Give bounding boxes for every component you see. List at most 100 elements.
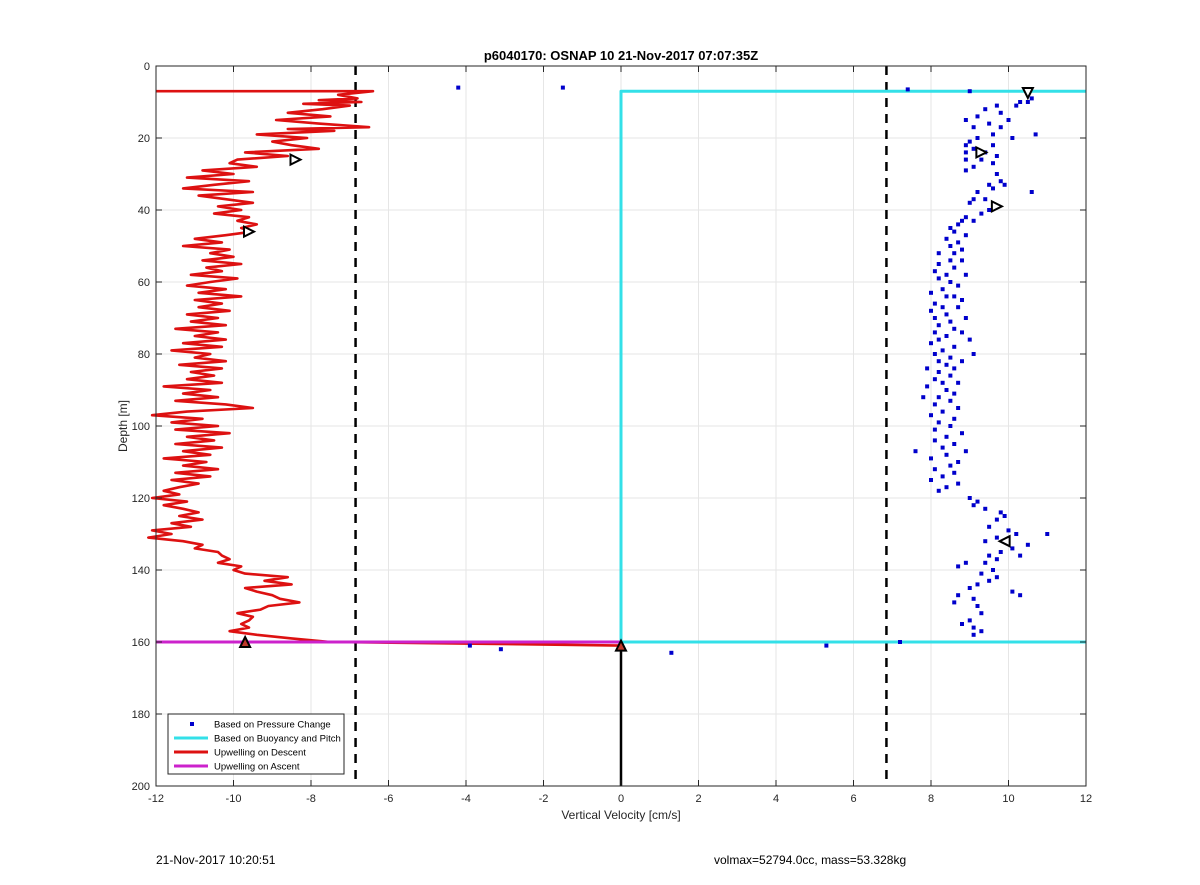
data-point [979, 157, 984, 162]
y-axis-label: Depth [m] [116, 400, 130, 452]
data-point [1033, 132, 1038, 137]
data-point [952, 251, 957, 256]
data-point [971, 596, 976, 601]
data-point [929, 290, 933, 295]
data-point [987, 553, 992, 558]
footer-timestamp: 21-Nov-2017 10:20:51 [156, 853, 276, 867]
data-point [963, 215, 968, 220]
data-point [948, 280, 953, 284]
data-point [669, 650, 674, 655]
data-point [936, 337, 941, 342]
data-point [952, 229, 957, 234]
footer-volmax-mass: volmax=52794.0cc, mass=53.328kg [714, 853, 907, 867]
data-point [991, 186, 995, 191]
data-point [960, 298, 964, 302]
x-tick-label: 2 [695, 793, 701, 805]
data-point [932, 377, 937, 382]
data-point [948, 398, 953, 403]
data-point [929, 308, 933, 313]
data-point [971, 503, 976, 508]
data-point [967, 139, 972, 144]
legend: Based on Pressure Change Based on Buoyanc… [167, 713, 345, 775]
y-tick-label: 80 [138, 349, 150, 361]
data-point [944, 236, 949, 241]
x-tick-label: -6 [384, 793, 394, 805]
data-point [936, 488, 941, 493]
y-tick-label: 20 [138, 133, 150, 145]
data-point [932, 330, 937, 335]
data-point [994, 517, 999, 522]
data-point [967, 200, 972, 205]
data-point [932, 438, 937, 443]
y-tick-label: 160 [132, 637, 150, 649]
data-point [963, 560, 968, 565]
data-point [952, 294, 957, 299]
data-point [1018, 100, 1023, 104]
data-point [1014, 103, 1019, 108]
data-point [936, 262, 941, 266]
x-tick-label: 0 [618, 793, 624, 805]
data-point [824, 643, 829, 648]
data-point [948, 355, 953, 360]
data-point [963, 316, 968, 320]
data-point [998, 550, 1003, 554]
data-point [1006, 118, 1011, 122]
data-point [998, 179, 1003, 184]
x-tick-label: 12 [1080, 793, 1092, 805]
data-point [963, 157, 968, 162]
data-point [956, 481, 961, 486]
data-point [979, 611, 984, 616]
series-line [147, 89, 622, 647]
y-tick-label: 0 [144, 61, 150, 73]
data-point [936, 276, 941, 281]
data-point [956, 406, 961, 410]
x-tick-label: -4 [461, 793, 471, 805]
data-point [967, 586, 972, 590]
data-point [948, 463, 953, 468]
data-point [952, 344, 957, 349]
data-point [1006, 528, 1011, 533]
data-point [936, 359, 941, 364]
data-point [971, 352, 976, 356]
data-point [932, 316, 937, 320]
data-point [956, 240, 961, 245]
data-point [971, 125, 976, 130]
data-point [467, 643, 472, 648]
data-point [971, 146, 976, 151]
data-point [1018, 553, 1023, 558]
data-point [948, 226, 953, 230]
data-point [898, 640, 902, 644]
data-point [979, 629, 984, 634]
data-point [960, 359, 964, 364]
data-point [975, 114, 980, 119]
marker-triangle [238, 634, 252, 648]
x-tick-label: -8 [306, 793, 316, 805]
legend-label: Upwelling on Descent [214, 748, 306, 759]
data-point [991, 161, 995, 166]
data-point [948, 244, 953, 248]
x-tick-label: 6 [850, 793, 856, 805]
data-point [940, 474, 945, 479]
data-point [967, 496, 972, 500]
data-point [956, 593, 961, 598]
data-point [944, 294, 949, 299]
data-point [963, 150, 968, 155]
data-point [967, 618, 972, 623]
data-point [963, 233, 968, 238]
data-point [936, 395, 941, 400]
legend-swatch-dot [190, 722, 194, 726]
x-tick-label: -2 [539, 793, 549, 805]
data-point [991, 568, 995, 572]
data-point [983, 107, 988, 112]
data-point [948, 373, 953, 378]
data-point [929, 478, 933, 482]
data-point [936, 420, 941, 425]
chart-title: p6040170: OSNAP 10 21-Nov-2017 07:07:35Z [484, 48, 758, 63]
data-point [944, 272, 949, 277]
data-point [983, 197, 988, 202]
data-point [987, 182, 992, 187]
data-point [975, 499, 980, 504]
data-point [936, 251, 941, 256]
marker-triangle [975, 145, 989, 160]
